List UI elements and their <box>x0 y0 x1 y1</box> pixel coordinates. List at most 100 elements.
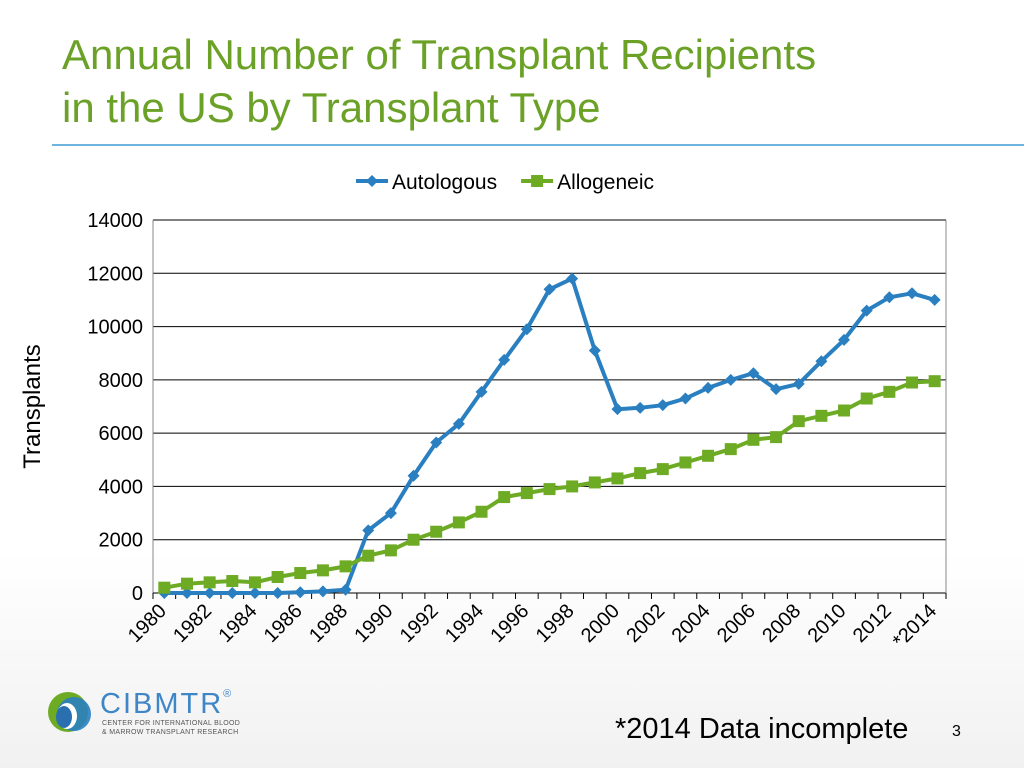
data-point-allogeneic <box>407 533 420 546</box>
x-tick-label: 2000 <box>577 600 624 647</box>
logo-wordmark: CIBMTR® <box>100 688 233 721</box>
data-point-allogeneic <box>362 549 375 562</box>
data-point-autologous <box>294 586 307 599</box>
data-point-autologous <box>475 385 488 398</box>
x-tick-label: 1986 <box>260 600 307 647</box>
data-point-allogeneic <box>588 476 601 489</box>
data-point-allogeneic <box>543 483 556 496</box>
x-tick-label: 2006 <box>713 600 760 647</box>
data-point-autologous <box>520 323 533 336</box>
data-point-autologous <box>883 291 896 304</box>
data-point-allogeneic <box>316 564 329 577</box>
data-point-allogeneic <box>226 575 239 588</box>
data-point-autologous <box>724 373 737 386</box>
data-point-allogeneic <box>384 544 397 557</box>
legend-label-allogeneic: Allogeneic <box>557 171 654 194</box>
data-point-autologous <box>928 293 941 306</box>
y-axis-title: Transplants <box>19 344 46 469</box>
legend-marker-allogeneic <box>531 175 544 187</box>
data-point-autologous <box>838 333 851 346</box>
x-tick-label: 1984 <box>214 600 261 647</box>
data-point-allogeneic <box>498 491 511 504</box>
data-point-allogeneic <box>634 467 647 480</box>
x-tick-label: 1980 <box>124 600 171 647</box>
data-footnote: *2014 Data incomplete <box>615 713 909 745</box>
data-point-allogeneic <box>928 375 941 388</box>
data-point-allogeneic <box>271 571 284 584</box>
data-point-autologous <box>180 587 193 599</box>
data-point-autologous <box>384 507 397 520</box>
x-tick-label: 1996 <box>486 600 533 647</box>
x-tick-label: 1998 <box>532 600 579 647</box>
data-point-autologous <box>498 353 511 366</box>
data-point-allogeneic <box>611 472 624 485</box>
data-point-allogeneic <box>294 567 307 580</box>
data-point-autologous <box>407 469 420 482</box>
x-tick-label: 2004 <box>668 600 715 647</box>
data-point-allogeneic <box>747 433 760 446</box>
page-number: 3 <box>952 723 961 740</box>
data-point-autologous <box>656 399 669 412</box>
title-divider <box>52 144 1024 146</box>
logo-name: CIBMTR <box>100 688 224 720</box>
data-point-allogeneic <box>883 385 896 398</box>
data-point-autologous <box>339 583 352 596</box>
data-point-allogeneic <box>339 560 352 573</box>
data-point-autologous <box>452 417 465 430</box>
data-point-autologous <box>430 436 443 449</box>
slide-title: Annual Number of Transplant Recipients i… <box>62 28 992 134</box>
logo-tagline-line-2: & MARROW TRANSPLANT RESEARCH <box>102 729 239 736</box>
data-point-autologous <box>815 355 828 368</box>
y-tick-label: 2000 <box>99 530 144 552</box>
data-point-autologous <box>226 587 239 599</box>
data-point-autologous <box>566 272 579 285</box>
data-point-allogeneic <box>815 409 828 422</box>
y-tick-label: 4000 <box>99 476 144 498</box>
x-tick-label: 1988 <box>305 600 352 647</box>
data-point-autologous <box>702 381 715 394</box>
data-point-allogeneic <box>180 577 193 590</box>
logo-tagline-line-1: CENTER FOR INTERNATIONAL BLOOD <box>102 720 241 727</box>
x-tick-label: 2012 <box>849 600 896 647</box>
data-point-allogeneic <box>860 392 873 405</box>
data-point-autologous <box>362 524 375 537</box>
data-point-allogeneic <box>158 581 171 594</box>
y-tick-label: 12000 <box>87 263 143 285</box>
data-point-allogeneic <box>702 449 715 462</box>
x-tick-label: 1994 <box>441 600 488 647</box>
data-point-autologous <box>611 403 624 416</box>
title-line-1: Annual Number of Transplant Recipients <box>62 31 817 78</box>
data-point-allogeneic <box>906 376 919 389</box>
data-point-allogeneic <box>792 415 805 428</box>
data-point-autologous <box>792 377 805 390</box>
data-point-autologous <box>906 287 919 300</box>
data-point-autologous <box>634 401 647 414</box>
data-point-autologous <box>860 304 873 317</box>
y-tick-label: 14000 <box>87 210 143 232</box>
legend-label-autologous: Autologous <box>392 171 497 194</box>
data-point-allogeneic <box>724 443 737 456</box>
x-tick-label: 2008 <box>758 600 805 647</box>
data-point-allogeneic <box>566 480 579 493</box>
x-tick-label: 2002 <box>622 600 669 647</box>
data-point-allogeneic <box>679 456 692 469</box>
data-point-allogeneic <box>475 505 488 518</box>
y-tick-label: 0 <box>132 583 143 605</box>
data-point-allogeneic <box>770 431 783 444</box>
data-point-autologous <box>588 344 601 357</box>
data-point-autologous <box>203 587 216 599</box>
data-point-allogeneic <box>203 576 216 589</box>
data-point-autologous <box>271 587 284 599</box>
transplants-line-chart: 0 2000 4000 6000 8000 10000 12000 14000 19801982… <box>19 171 947 653</box>
logo-tagline: CENTER FOR INTERNATIONAL BLOOD & MARROW … <box>102 719 252 737</box>
y-tick-label: 6000 <box>99 423 144 445</box>
y-tick-label: 8000 <box>99 370 144 392</box>
cibmtr-logo-icon <box>48 692 91 732</box>
x-tick-label: *2014 <box>889 600 942 653</box>
data-point-allogeneic <box>452 516 465 529</box>
x-tick-label: 1982 <box>169 600 216 647</box>
data-point-autologous <box>316 585 329 598</box>
series-line-autologous <box>164 276 936 595</box>
data-point-autologous <box>248 587 261 599</box>
